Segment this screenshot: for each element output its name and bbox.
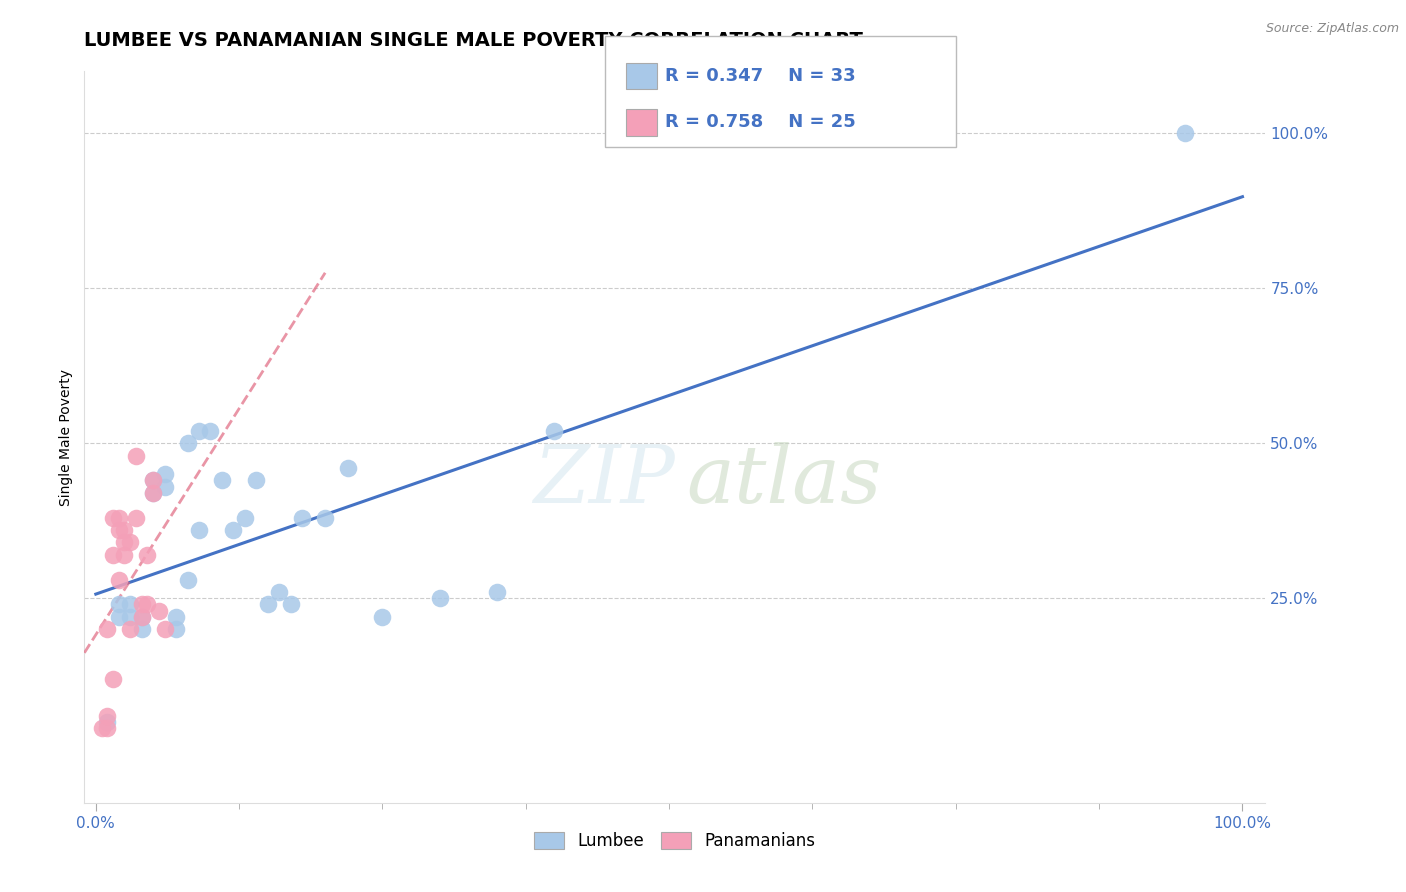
Point	[131, 622, 153, 636]
Text: ZIP: ZIP	[533, 442, 675, 520]
Point	[153, 467, 176, 482]
Point	[142, 486, 165, 500]
Point	[429, 591, 451, 606]
Point	[269, 585, 291, 599]
Point	[245, 474, 267, 488]
Point	[120, 622, 142, 636]
Point	[107, 573, 129, 587]
Point	[142, 486, 165, 500]
Point	[153, 480, 176, 494]
Point	[120, 535, 142, 549]
Point	[107, 510, 129, 524]
Point	[136, 548, 159, 562]
Point	[1174, 126, 1197, 140]
Point	[176, 573, 198, 587]
Point	[90, 722, 112, 736]
Point	[233, 510, 256, 524]
Point	[142, 474, 165, 488]
Legend: Lumbee, Panamanians: Lumbee, Panamanians	[527, 825, 823, 856]
Point	[136, 598, 159, 612]
Point	[101, 510, 124, 524]
Point	[114, 523, 136, 537]
Point	[211, 474, 233, 488]
Point	[291, 510, 314, 524]
Point	[165, 622, 187, 636]
Point	[107, 610, 129, 624]
Point	[153, 622, 176, 636]
Point	[131, 610, 153, 624]
Point	[371, 610, 394, 624]
Y-axis label: Single Male Poverty: Single Male Poverty	[59, 368, 73, 506]
Point	[125, 510, 148, 524]
Point	[120, 610, 142, 624]
Point	[314, 510, 336, 524]
Point	[142, 474, 165, 488]
Text: Source: ZipAtlas.com: Source: ZipAtlas.com	[1265, 22, 1399, 36]
Text: R = 0.758    N = 25: R = 0.758 N = 25	[665, 113, 856, 131]
Point	[543, 424, 565, 438]
Text: R = 0.347    N = 33: R = 0.347 N = 33	[665, 67, 856, 85]
Point	[165, 610, 187, 624]
Point	[125, 449, 148, 463]
Point	[176, 436, 198, 450]
Point	[337, 461, 360, 475]
Point	[131, 610, 153, 624]
Point	[120, 598, 142, 612]
Point	[188, 523, 211, 537]
Point	[486, 585, 509, 599]
Point	[200, 424, 222, 438]
Point	[101, 548, 124, 562]
Point	[280, 598, 302, 612]
Point	[96, 622, 118, 636]
Point	[148, 604, 170, 618]
Point	[256, 598, 278, 612]
Point	[96, 722, 118, 736]
Point	[107, 598, 129, 612]
Point	[114, 548, 136, 562]
Text: atlas: atlas	[686, 442, 882, 520]
Text: LUMBEE VS PANAMANIAN SINGLE MALE POVERTY CORRELATION CHART: LUMBEE VS PANAMANIAN SINGLE MALE POVERTY…	[84, 31, 863, 50]
Point	[96, 715, 118, 730]
Point	[107, 523, 129, 537]
Point	[188, 424, 211, 438]
Point	[222, 523, 245, 537]
Point	[131, 598, 153, 612]
Point	[96, 709, 118, 723]
Point	[101, 672, 124, 686]
Point	[114, 535, 136, 549]
